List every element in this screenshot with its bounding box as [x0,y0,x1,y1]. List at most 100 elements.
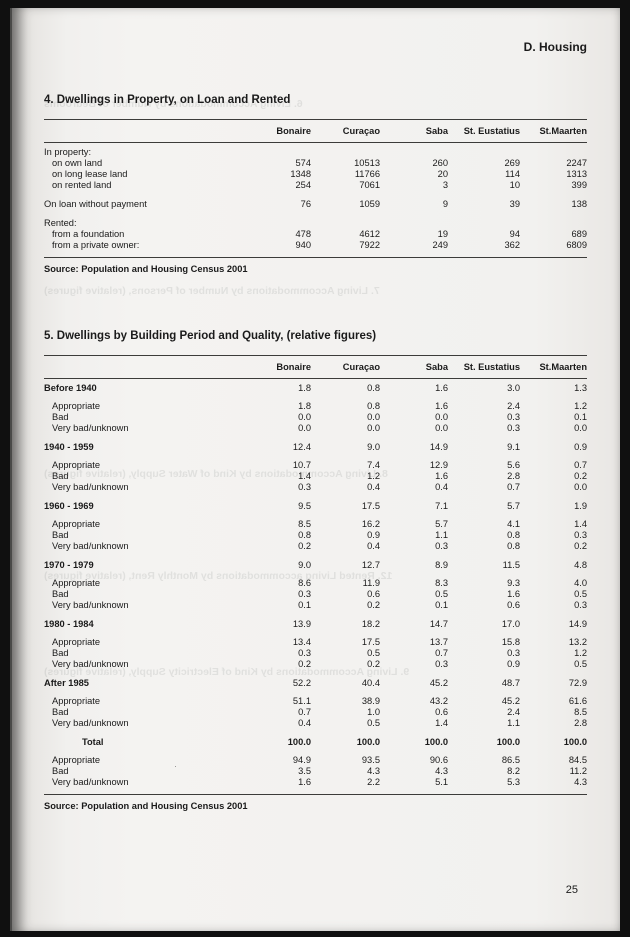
row-label: 1940 - 1959 [44,442,94,452]
cell-st-maarten: 100.0 [563,737,587,747]
cell-curacao: 1.0 [367,707,380,717]
cell-st-maarten: 138 [571,199,587,209]
cell-bonaire: 0.3 [298,648,311,658]
table-row: Bad 0.7 1.0 0.6 2.4 8.5 [44,707,587,718]
table-row: In property: [44,147,587,158]
row-label: Very bad/unknown [52,423,129,433]
cell-bonaire: 0.2 [298,659,311,669]
row-label: Bad [52,412,69,422]
column-header-st-eustatius: St. Eustatius [463,126,520,136]
column-header-st-eustatius: St. Eustatius [463,362,520,372]
row-label: Very bad/unknown [52,659,129,669]
cell-bonaire: 0.3 [298,589,311,599]
table-row: Before 1940 1.8 0.8 1.6 3.0 1.3 [44,383,587,394]
cell-bonaire: 52.2 [292,678,311,688]
cell-curacao: 0.5 [367,718,380,728]
row-label: from a private owner: [52,240,140,250]
page-content: D. Housing 4. Dwellings in Property, on … [44,8,587,811]
cell-curacao: 12.7 [361,560,380,570]
cell-bonaire: 9.0 [298,560,311,570]
cell-saba: 5.7 [435,519,448,529]
column-header-saba: Saba [425,126,448,136]
row-label: On loan without payment [44,199,147,209]
cell-st-maarten: 4.3 [574,777,587,787]
cell-curacao: 0.5 [367,648,380,658]
table4-source-note: Source: Population and Housing Census 20… [44,264,248,274]
cell-st-maarten: 689 [571,229,587,239]
cell-st-maarten: 4.0 [574,578,587,588]
table-row: Very bad/unknown 0.2 0.4 0.3 0.8 0.2 [44,541,587,552]
cell-st-eustatius: 2.4 [507,707,520,717]
cell-st-maarten [520,147,587,158]
cell-st-maarten: 0.3 [574,600,587,610]
cell-saba: 1.6 [435,383,448,393]
cell-bonaire: 0.4 [298,718,311,728]
cell-curacao: 11766 [354,169,380,179]
cell-st-maarten: 8.5 [574,707,587,717]
cell-st-eustatius: 10 [509,180,520,190]
table5-title: 5. Dwellings by Building Period and Qual… [44,330,377,342]
cell-saba: 0.0 [435,423,448,433]
cell-bonaire: 0.1 [298,600,311,610]
cell-curacao: 9.0 [367,442,380,452]
cell-saba: 19 [437,229,448,239]
table-row: Very bad/unknown 0.0 0.0 0.0 0.3 0.0 [44,423,587,434]
cell-st-maarten: 1.3 [574,383,587,393]
table-row: from a private owner: 940 7922 249 362 6… [44,240,587,251]
cell-saba: 0.6 [435,707,448,717]
cell-curacao: 0.2 [367,600,380,610]
cell-st-eustatius: 114 [505,169,520,179]
cell-saba: 20 [437,169,448,179]
table-row: Very bad/unknown 0.2 0.2 0.3 0.9 0.5 [44,659,587,670]
cell-saba: 0.4 [435,482,448,492]
cell-st-maarten: 0.1 [574,412,587,422]
cell-bonaire: 13.4 [292,637,311,647]
cell-saba: 1.6 [435,471,448,481]
cell-st-maarten: 1.4 [574,519,587,529]
cell-st-eustatius: 2.4 [507,401,520,411]
building-period-table-body: Before 1940 1.8 0.8 1.6 3.0 1.3 Appropri… [44,379,587,795]
row-label: Bad [52,648,69,658]
cell-bonaire: 1348 [290,169,311,179]
column-header-st-maarten: St.Maarten [539,362,587,372]
cell-st-eustatius: 9.3 [507,578,520,588]
cell-curacao: 10513 [354,158,380,168]
cell-bonaire: 574 [295,158,311,168]
cell-st-maarten: 0.5 [574,589,587,599]
cell-curacao [311,218,380,229]
cell-st-maarten: 4.8 [574,560,587,570]
cell-bonaire: 100.0 [287,737,311,747]
cell-curacao: 0.0 [367,423,380,433]
cell-bonaire: 8.6 [298,578,311,588]
cell-curacao: 0.4 [367,541,380,551]
cell-saba: 4.3 [435,766,448,776]
cell-bonaire: 0.7 [298,707,311,717]
cell-saba [380,218,448,229]
cell-curacao: 11.9 [362,578,380,588]
table-row: Rented: [44,218,587,229]
cell-saba: 0.5 [435,589,448,599]
cell-curacao: 1.2 [367,471,380,481]
row-label: Bad [52,530,69,540]
cell-saba: 45.2 [429,678,448,688]
row-label: Appropriate [52,755,101,765]
cell-bonaire: 254 [295,180,311,190]
cell-st-eustatius: 17.0 [501,619,520,629]
column-header-st-maarten: St.Maarten [539,126,587,136]
cell-bonaire: 12.4 [292,442,311,452]
cell-st-maarten: 84.5 [568,755,587,765]
column-header-curacao: Curaçao [342,126,380,136]
table-row: After 1985 52.2 40.4 45.2 48.7 72.9 [44,678,587,689]
table-row: On loan without payment 76 1059 9 39 138 [44,199,587,210]
cell-saba: 8.3 [435,578,448,588]
cell-st-eustatius: 9.1 [507,442,520,452]
row-label: Before 1940 [44,383,97,393]
building-period-table: Bonaire Curaçao Saba St. Eustatius St.Ma… [44,355,587,795]
table-row: 1960 - 1969 9.5 17.5 7.1 5.7 1.9 [44,501,587,512]
cell-st-maarten: 0.2 [574,471,587,481]
cell-bonaire: 940 [295,240,311,250]
label-column-header [44,362,242,372]
cell-st-eustatius: 45.2 [501,696,520,706]
cell-saba: 0.7 [435,648,448,658]
cell-saba: 1.6 [435,401,448,411]
